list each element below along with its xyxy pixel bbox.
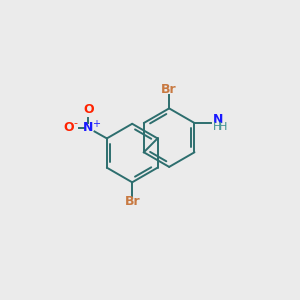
Text: Br: Br xyxy=(124,195,140,208)
Text: Br: Br xyxy=(161,83,177,96)
Text: H: H xyxy=(219,122,227,132)
Text: H: H xyxy=(213,122,221,132)
Text: O: O xyxy=(83,103,94,116)
Text: +: + xyxy=(92,119,100,129)
Text: -: - xyxy=(73,118,77,128)
Text: O: O xyxy=(64,121,74,134)
Text: N: N xyxy=(83,121,94,134)
Text: N: N xyxy=(213,113,223,126)
